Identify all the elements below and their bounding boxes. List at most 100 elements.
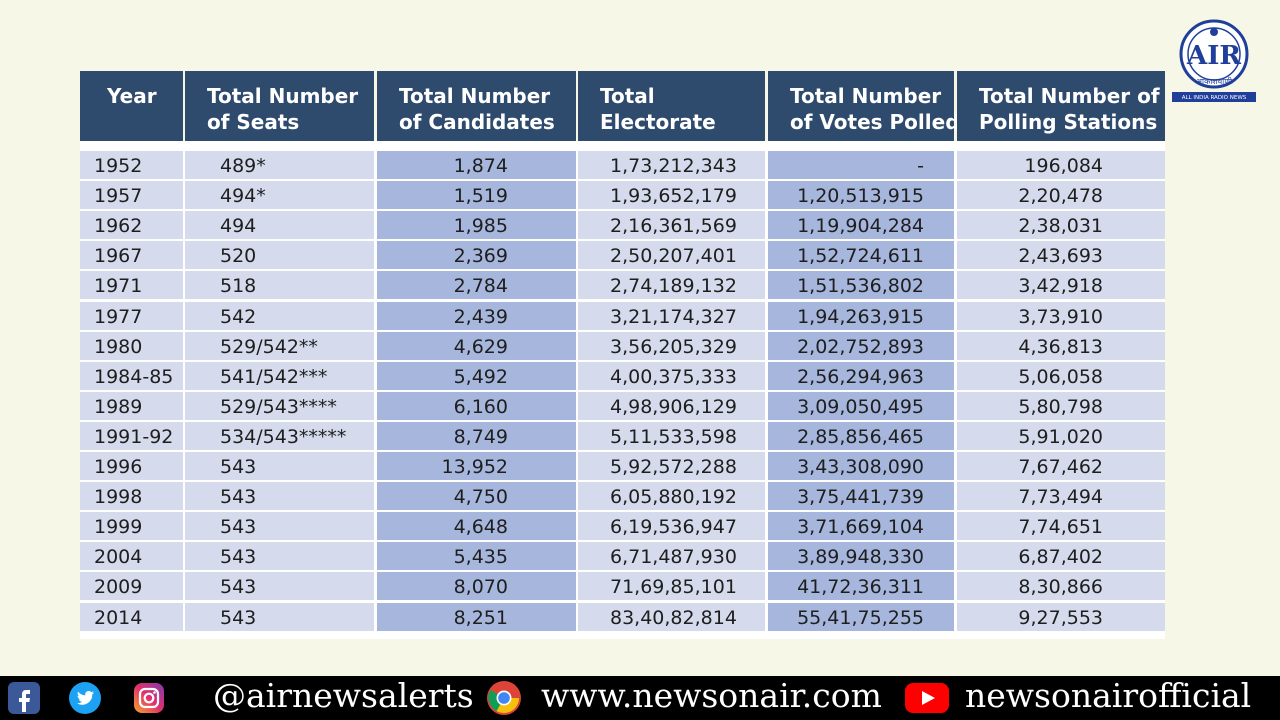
cell-seats: 529/542** — [185, 331, 374, 360]
svg-text:AIR: AIR — [1186, 41, 1241, 71]
cell-candidates: 6,160 — [377, 391, 576, 420]
cell-polling-stations: 4,36,813 — [957, 331, 1165, 360]
logo-hindi-text: आकाशवाणी — [1196, 76, 1233, 86]
cell-electorate: 83,40,82,814 — [578, 602, 765, 631]
cell-polling-stations: 7,67,462 — [957, 452, 1165, 480]
table-row: 1991-92 534/543***** 8,749 5,11,533,598 2,85… — [80, 421, 1165, 452]
cell-electorate: 3,56,205,329 — [578, 331, 765, 360]
cell-seats: 489* — [185, 151, 374, 179]
cell-seats: 543 — [185, 512, 374, 541]
cell-candidates: 4,629 — [377, 331, 576, 360]
cell-candidates: 4,750 — [377, 482, 576, 511]
table-row: 1967 520 2,369 2,50,207,401 1,52,724,611 2,43… — [80, 241, 1165, 271]
table-row: 1971 518 2,784 2,74,189,132 1,51,536,802 3,42… — [80, 271, 1165, 301]
header-seats: Total Number of Seats — [185, 71, 374, 141]
cell-electorate: 5,11,533,598 — [578, 421, 765, 450]
air-logo: AIR आकाशवाणी ALL INDIA RADIO NEWS — [1172, 19, 1256, 102]
cell-polling-stations: 2,20,478 — [957, 181, 1165, 210]
cell-electorate: 6,71,487,930 — [578, 542, 765, 571]
cell-polling-stations: 9,27,553 — [957, 602, 1165, 631]
cell-seats: 543 — [185, 572, 374, 601]
cell-seats: 518 — [185, 271, 374, 300]
cell-year: 1989 — [80, 391, 183, 420]
cell-year: 1999 — [80, 512, 183, 541]
cell-electorate: 3,21,174,327 — [578, 301, 765, 330]
header-line: Electorate — [600, 110, 716, 134]
cell-year: 1957 — [80, 181, 183, 210]
table-header-row: Year Total Number of Seats Total Number of C… — [80, 71, 1165, 141]
table-row: 2009 543 8,070 71,69,85,101 41,72,36,311 8,30… — [80, 572, 1165, 602]
cell-candidates: 1,519 — [377, 181, 576, 210]
cell-polling-stations: 5,91,020 — [957, 421, 1165, 450]
header-line: Polling Stations — [979, 110, 1158, 134]
cell-electorate: 4,98,906,129 — [578, 391, 765, 420]
table-row: 2014 543 8,251 83,40,82,814 55,41,75,255 9,27… — [80, 602, 1165, 633]
twitter-icon[interactable] — [69, 682, 101, 714]
cell-year: 1967 — [80, 241, 183, 270]
cell-seats: 543 — [185, 602, 374, 631]
instagram-icon[interactable] — [133, 682, 165, 714]
facebook-icon[interactable] — [8, 682, 40, 714]
cell-electorate: 2,50,207,401 — [578, 241, 765, 270]
cell-candidates: 2,784 — [377, 271, 576, 300]
youtube-icon[interactable] — [905, 683, 949, 713]
cell-candidates: 8,251 — [377, 602, 576, 631]
table-row: 1980 529/542** 4,629 3,56,205,329 2,02,752,8… — [80, 331, 1165, 362]
cell-votes-polled: 3,43,308,090 — [768, 452, 954, 480]
cell-votes-polled: 3,71,669,104 — [768, 512, 954, 541]
cell-seats: 543 — [185, 482, 374, 511]
cell-electorate: 4,00,375,333 — [578, 361, 765, 390]
chrome-icon[interactable] — [486, 680, 522, 716]
website-link[interactable]: www.newsonair.com — [541, 676, 882, 715]
header-line: Total — [600, 84, 655, 108]
cell-seats: 529/543**** — [185, 391, 374, 420]
table-row: 1957 494* 1,519 1,93,652,179 1,20,513,915 2,2… — [80, 181, 1165, 211]
cell-electorate: 5,92,572,288 — [578, 452, 765, 480]
cell-seats: 542 — [185, 301, 374, 330]
cell-year: 1971 — [80, 271, 183, 300]
cell-year: 1980 — [80, 331, 183, 360]
cell-polling-stations: 7,73,494 — [957, 482, 1165, 511]
cell-year: 1962 — [80, 211, 183, 240]
table-row: 1996 543 13,952 5,92,572,288 3,43,308,090 7,6… — [80, 452, 1165, 482]
cell-votes-polled: 1,52,724,611 — [768, 241, 954, 270]
cell-votes-polled: - — [768, 151, 954, 179]
cell-year: 1996 — [80, 452, 183, 480]
cell-seats: 541/542*** — [185, 361, 374, 390]
cell-candidates: 5,435 — [377, 542, 576, 571]
table-body: 1952 489* 1,874 1,73,212,343-196,084 1957 494… — [80, 141, 1165, 639]
cell-seats: 494* — [185, 181, 374, 210]
cell-candidates: 8,070 — [377, 572, 576, 601]
cell-polling-stations: 6,87,402 — [957, 542, 1165, 571]
youtube-channel-text[interactable]: newsonairofficial — [965, 676, 1252, 715]
cell-year: 2014 — [80, 602, 183, 631]
cell-votes-polled: 3,75,441,739 — [768, 482, 954, 511]
cell-votes-polled: 41,72,36,311 — [768, 572, 954, 601]
cell-polling-stations: 7,74,651 — [957, 512, 1165, 541]
cell-seats: 534/543***** — [185, 421, 374, 450]
table-row: 1989 529/543**** 6,160 4,98,906,129 3,09,050… — [80, 391, 1165, 422]
cell-polling-stations: 8,30,866 — [957, 572, 1165, 601]
header-line: of Seats — [207, 110, 300, 134]
cell-electorate: 1,73,212,343 — [578, 151, 765, 179]
cell-year: 1991-92 — [80, 421, 183, 450]
election-statistics-table: Year Total Number of Seats Total Number of C… — [80, 71, 1165, 639]
header-year: Year — [80, 71, 183, 141]
cell-seats: 543 — [185, 452, 374, 480]
cell-votes-polled: 1,94,263,915 — [768, 301, 954, 330]
cell-polling-stations: 5,80,798 — [957, 391, 1165, 420]
cell-electorate: 2,74,189,132 — [578, 271, 765, 300]
table-row: 1998 543 4,750 6,05,880,192 3,75,441,739 7,73… — [80, 482, 1165, 512]
header-polling-stations: Total Number of Polling Stations — [957, 71, 1165, 141]
cell-electorate: 6,05,880,192 — [578, 482, 765, 511]
cell-year: 2004 — [80, 542, 183, 571]
cell-votes-polled: 2,56,294,963 — [768, 361, 954, 390]
cell-electorate: 1,93,652,179 — [578, 181, 765, 210]
header-line: Total Number — [399, 84, 551, 108]
cell-candidates: 2,439 — [377, 301, 576, 330]
cell-candidates: 4,648 — [377, 512, 576, 541]
header-line: Total Number of — [979, 84, 1160, 108]
twitter-handle-text[interactable]: @airnewsalerts — [213, 676, 474, 715]
table-row: 1984-85 541/542*** 5,492 4,00,375,333 2,56,2… — [80, 361, 1165, 392]
table-row: 1952 489* 1,874 1,73,212,343-196,084 — [80, 151, 1165, 181]
